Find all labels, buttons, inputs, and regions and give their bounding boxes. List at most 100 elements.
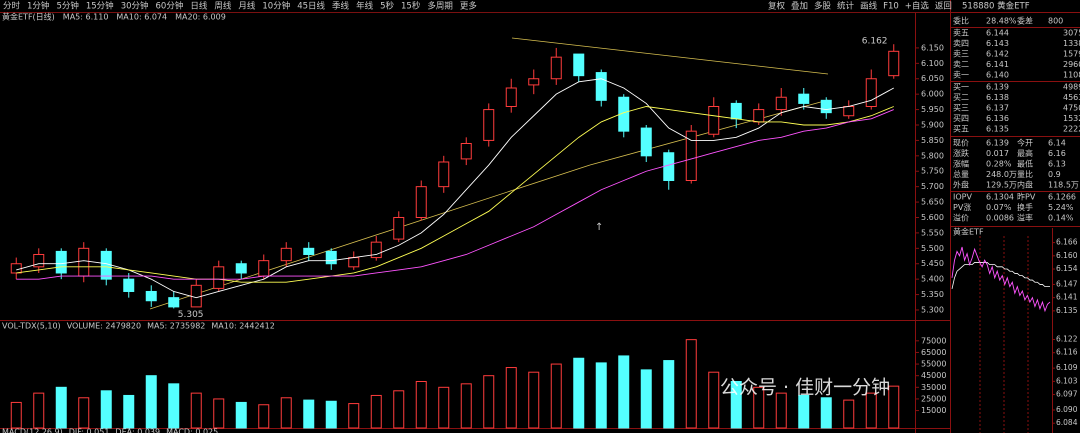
macd-legend: DEA: 0.039 — [115, 428, 160, 433]
candle-body — [708, 105, 720, 135]
y-tick-label: 55000 — [921, 360, 946, 369]
volume-bar — [460, 383, 472, 429]
candle-body — [775, 96, 787, 111]
panel-cell: 外盘 — [953, 180, 969, 190]
panel-cell: 6.135 — [986, 125, 1009, 134]
candle-body — [843, 105, 855, 117]
volume-bar — [393, 390, 405, 429]
candle-body — [280, 247, 292, 262]
panel-cell: 129.5万 — [986, 181, 1017, 190]
panel-cell: 昨PV — [1017, 192, 1036, 202]
panel-cell: 6.13 — [1048, 160, 1066, 169]
y-tick-label: 5.350 — [921, 290, 944, 299]
toolbar-tab[interactable]: 45日线 — [297, 1, 325, 12]
toolbar-tab[interactable]: 多周期 — [427, 1, 453, 12]
toolbar-tab[interactable]: 季线 — [332, 1, 350, 12]
panel-cell: 2960 — [1063, 60, 1080, 69]
panel-cell: 卖三 — [953, 50, 969, 59]
candle-body — [168, 297, 180, 308]
toolbar-button[interactable]: +自选 — [905, 1, 930, 12]
marker: ↑ — [595, 222, 603, 233]
toolbar-button[interactable]: 返回 — [935, 1, 952, 12]
volume-bar — [505, 367, 517, 429]
panel-cell: 买一 — [953, 83, 969, 92]
toolbar-button[interactable]: 统计 — [837, 1, 855, 12]
volume-legend: MA5: 2735982 — [147, 322, 205, 331]
y-tick-label: 6.141 — [1056, 293, 1078, 302]
candle-body — [325, 250, 337, 265]
legend: MA10: 6.074 — [116, 13, 167, 22]
toolbar-tab[interactable]: 更多 — [460, 1, 478, 12]
y-tick-label: 35000 — [921, 383, 946, 392]
toolbar-button[interactable]: 画线 — [860, 1, 878, 12]
candle-body — [393, 216, 405, 240]
volume-bar — [123, 394, 135, 429]
candle-body — [618, 96, 630, 132]
toolbar-button[interactable]: 多股 — [814, 1, 832, 12]
panel-cell: 0.9 — [1048, 170, 1061, 179]
panel-cell: 6.143 — [986, 39, 1009, 48]
y-tick-label: 5.800 — [921, 151, 944, 160]
panel-cell: 6.1304 — [986, 193, 1014, 202]
candle-body — [550, 56, 562, 80]
toolbar-button[interactable]: F10 — [883, 2, 899, 12]
volume-bar — [865, 392, 877, 429]
toolbar-button[interactable]: 叠加 — [791, 1, 808, 12]
toolbar-tab[interactable]: 15秒 — [401, 1, 421, 12]
toolbar-tab[interactable]: 10分钟 — [262, 1, 290, 12]
toolbar-tab[interactable]: 5秒 — [380, 1, 394, 12]
panel-cell: 6.16 — [1048, 149, 1066, 158]
volume-bar — [708, 371, 720, 429]
candle-body — [145, 290, 157, 302]
toolbar-tab[interactable]: 分时 — [3, 1, 21, 12]
candle-body — [33, 253, 45, 268]
toolbar-tab[interactable]: 5分钟 — [56, 1, 78, 12]
candle-body — [663, 152, 675, 181]
volume-legend: MA10: 2442412 — [211, 322, 274, 331]
volume-bar — [775, 392, 787, 429]
toolbar-tab[interactable]: 周线 — [214, 1, 232, 12]
panel-cell: 6.1266 — [1048, 193, 1076, 202]
toolbar-tab[interactable]: 年线 — [356, 1, 374, 12]
intraday-avg — [951, 262, 1050, 289]
volume-bar — [213, 398, 225, 429]
y-tick-label: 5.300 — [921, 305, 944, 314]
y-tick-label: 5.400 — [921, 275, 944, 284]
panel-cell: 换手 — [1017, 202, 1033, 212]
y-tick-label: 6.090 — [1056, 405, 1078, 414]
toolbar-tab[interactable]: 日线 — [190, 1, 208, 12]
volume-bar — [235, 401, 247, 429]
candle-body — [190, 284, 202, 308]
toolbar-tab[interactable]: 月线 — [238, 1, 256, 12]
candle-body — [820, 99, 832, 114]
y-tick-label: 6.109 — [1056, 363, 1078, 372]
macd-legend: MACD(12,26,9) — [2, 428, 63, 433]
volume-bar — [370, 394, 382, 429]
volume-bar — [753, 386, 765, 429]
y-tick-label: 15000 — [921, 406, 946, 415]
toolbar-tab[interactable]: 15分钟 — [86, 1, 114, 12]
y-tick-label: 5.700 — [921, 182, 944, 191]
candle-body — [235, 263, 247, 274]
panel-cell: 卖五 — [953, 29, 969, 38]
intraday-title: 黄金ETF — [953, 227, 984, 237]
volume-bar — [100, 390, 112, 429]
panel-cell: 量比 — [1017, 169, 1033, 179]
volume-bar — [258, 404, 270, 429]
panel-cell: 买五 — [953, 125, 969, 134]
volume-bar — [280, 397, 292, 429]
panel-cell: 6.14 — [1048, 139, 1066, 148]
panel-cell: 卖四 — [953, 39, 969, 48]
toolbar-tab[interactable]: 30分钟 — [121, 1, 149, 12]
volume-legend: VOL-TDX(5,10) — [2, 322, 61, 331]
toolbar-tab[interactable]: 60分钟 — [156, 1, 184, 12]
toolbar-tab[interactable]: 1分钟 — [27, 1, 49, 12]
macd-legend: MACD: 0.025 — [166, 428, 218, 433]
y-tick-label: 6.100 — [921, 59, 944, 68]
y-tick-label: 5.600 — [921, 213, 944, 222]
toolbar-button[interactable]: 复权 — [768, 1, 786, 12]
candle-body — [640, 127, 652, 157]
volume-legend: VOLUME: 2479820 — [67, 322, 141, 331]
